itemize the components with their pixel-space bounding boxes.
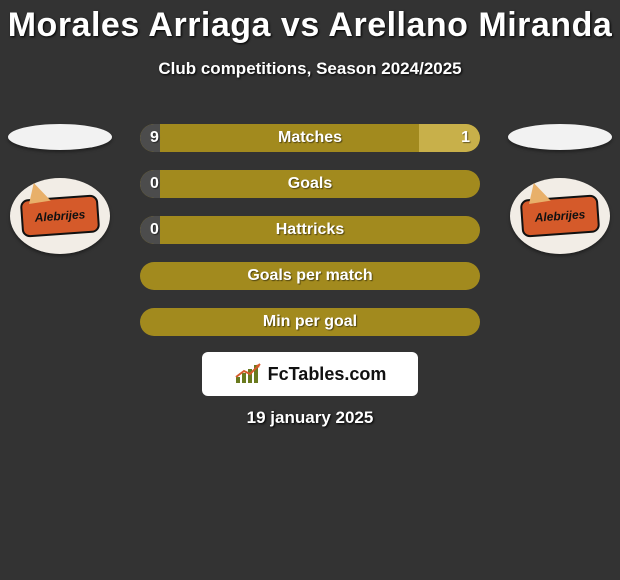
stat-row: Goals per match [140,262,480,290]
watermark: FcTables.com [202,352,418,396]
page-title: Morales Arriaga vs Arellano Miranda [0,0,620,45]
stat-value-right: 1 [461,129,470,147]
stat-value-left: 9 [150,129,159,147]
stat-row: Goals0 [140,170,480,198]
date-label: 19 january 2025 [0,408,620,428]
watermark-icon [234,363,264,385]
stat-value-left: 0 [150,221,159,239]
player-right-column: Alebrijes [508,124,612,254]
stat-label: Goals per match [140,267,480,285]
stat-label: Min per goal [140,313,480,331]
team-badge-right-label: Alebrijes [520,194,600,237]
stat-row: Hattricks0 [140,216,480,244]
team-badge-left: Alebrijes [10,178,110,254]
stat-row: Min per goal [140,308,480,336]
player-left-column: Alebrijes [8,124,112,254]
player-left-silhouette [8,124,112,150]
team-badge-left-label: Alebrijes [20,194,100,237]
subtitle: Club competitions, Season 2024/2025 [0,59,620,79]
stats-container: Matches91Goals0Hattricks0Goals per match… [140,124,480,336]
watermark-text: FcTables.com [268,364,387,385]
stat-value-left: 0 [150,175,159,193]
stat-label: Matches [140,129,480,147]
stat-label: Hattricks [140,221,480,239]
player-right-silhouette [508,124,612,150]
stat-row: Matches9 1 [140,124,480,152]
stat-label: Goals [140,175,480,193]
team-badge-right: Alebrijes [510,178,610,254]
